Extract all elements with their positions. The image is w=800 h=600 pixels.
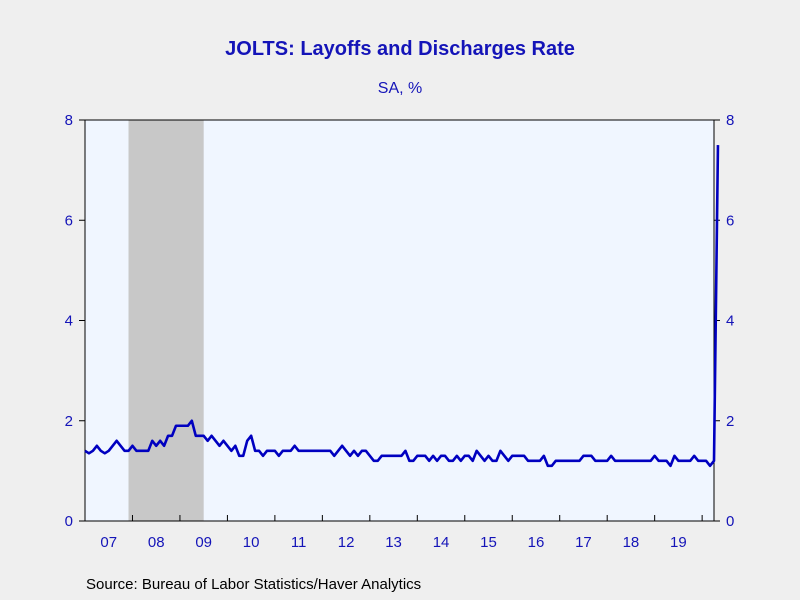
y-tick-label-left: 6 xyxy=(65,212,73,229)
x-tick-label: 09 xyxy=(195,534,212,551)
x-tick-label: 12 xyxy=(338,534,355,551)
x-tick-label: 15 xyxy=(480,534,497,551)
chart-source: Source: Bureau of Labor Statistics/Haver… xyxy=(86,576,422,593)
x-tick-label: 14 xyxy=(433,534,450,551)
recession-shading xyxy=(128,120,204,521)
y-tick-label-right: 6 xyxy=(726,212,734,229)
x-tick-label: 16 xyxy=(528,534,545,551)
y-tick-label-left: 8 xyxy=(65,112,73,129)
y-tick-label-left: 4 xyxy=(65,313,73,330)
chart-subtitle: SA, % xyxy=(377,80,423,97)
y-tick-label-right: 2 xyxy=(726,413,734,430)
y-tick-label-left: 0 xyxy=(65,513,73,530)
x-tick-label: 13 xyxy=(385,534,402,551)
y-tick-label-right: 4 xyxy=(726,313,734,330)
y-tick-label-left: 2 xyxy=(65,413,73,430)
y-tick-label-right: 0 xyxy=(726,513,734,530)
x-tick-label: 11 xyxy=(291,534,307,551)
chart-title: JOLTS: Layoffs and Discharges Rate xyxy=(225,38,575,60)
x-tick-label: 19 xyxy=(670,534,687,551)
y-tick-label-right: 8 xyxy=(726,112,734,129)
x-tick-label: 10 xyxy=(243,534,260,551)
x-tick-label: 07 xyxy=(100,534,117,551)
x-tick-label: 08 xyxy=(148,534,165,551)
series-line xyxy=(84,145,720,468)
x-tick-label: 17 xyxy=(575,534,592,551)
x-tick-label: 18 xyxy=(623,534,640,551)
